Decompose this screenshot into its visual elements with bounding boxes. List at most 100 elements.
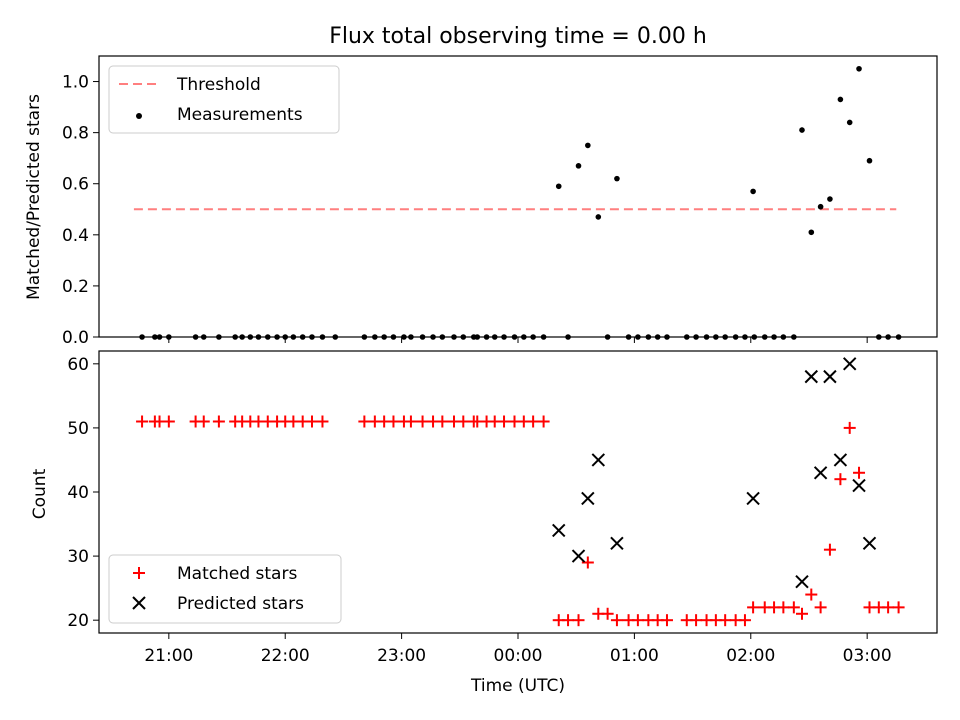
predicted-star-point — [591, 453, 606, 467]
count-y-ticks: 20 30 40 50 60 — [67, 355, 99, 631]
measurement-point — [319, 334, 326, 340]
measurement-point — [565, 334, 571, 340]
predicted-legend-label: Predicted stars — [177, 594, 304, 614]
matched-star-point — [834, 473, 847, 486]
measurement-point — [866, 157, 873, 164]
matched-star-point — [787, 601, 800, 614]
measurement-point — [511, 334, 518, 340]
measurement-point — [791, 334, 797, 340]
matched-star-point — [527, 415, 540, 428]
measurement-point — [166, 334, 172, 340]
measurement-point — [408, 334, 414, 340]
matched-star-point — [843, 421, 856, 434]
measurement-point — [703, 334, 710, 340]
ratio-y-tick-label: 0.6 — [62, 175, 89, 195]
measurement-point — [274, 334, 280, 340]
predicted-star-point — [862, 536, 877, 550]
measurement-point — [742, 334, 748, 340]
measurement-point — [192, 334, 199, 340]
measurement-point — [540, 334, 547, 340]
measurement-point — [575, 163, 582, 169]
measurement-point — [722, 334, 728, 340]
matched-star-point — [498, 415, 511, 428]
matched-star-point — [738, 614, 751, 627]
predicted-star-point — [823, 369, 837, 384]
matched-star-point — [457, 415, 470, 428]
count-x-tick-label: 03:00 — [843, 646, 892, 666]
ratio-y-axis-label: Matched/Predicted stars — [24, 94, 44, 300]
matched-star-point — [316, 415, 329, 428]
measurement-point — [713, 334, 719, 340]
predicted-star-point — [795, 575, 809, 589]
threshold-legend-label: Threshold — [176, 75, 261, 95]
predicted-star-point — [843, 357, 857, 371]
predicted-star-point — [610, 536, 624, 550]
matched-star-point — [805, 588, 818, 601]
matched-star-point — [162, 415, 175, 428]
count-x-tick-label: 00:00 — [494, 646, 543, 666]
predicted-stars-points — [552, 357, 877, 589]
measurement-point — [460, 334, 467, 340]
matched-star-point — [197, 415, 210, 428]
measurement-point — [635, 334, 641, 340]
measurement-point — [604, 334, 611, 340]
count-x-tick-label: 22:00 — [261, 646, 310, 666]
matched-legend-label: Matched stars — [177, 564, 297, 584]
measurement-point — [585, 142, 591, 149]
measurement-point — [152, 334, 158, 340]
measurement-point — [885, 334, 891, 340]
measurement-point — [332, 334, 339, 340]
measurement-point — [693, 334, 699, 340]
count-x-tick-label: 21:00 — [144, 646, 193, 666]
measurement-point — [232, 334, 238, 340]
count-y-axis-label: Count — [30, 468, 50, 519]
measurement-point — [664, 334, 670, 340]
predicted-star-point — [746, 491, 760, 506]
measurement-point — [139, 334, 145, 340]
count-y-tick-label: 40 — [67, 483, 89, 503]
measurement-point — [419, 334, 426, 340]
count-x-ticks: 21:00 22:00 23:00 00:00 01:00 02:00 03:00 — [144, 633, 892, 666]
predicted-star-point — [833, 453, 848, 467]
measurement-point — [247, 334, 254, 340]
matched-star-point — [747, 601, 760, 614]
predicted-star-point — [813, 466, 828, 480]
measurement-point — [264, 334, 271, 340]
count-y-tick-label: 30 — [67, 547, 89, 567]
measurement-point — [856, 65, 862, 72]
count-panel: 20 30 40 50 60 21:00 22:00 23:00 00:00 01:00 02:0… — [30, 350, 938, 696]
measurements-legend-label: Measurements — [177, 105, 303, 125]
ratio-y-tick-label: 0.2 — [62, 277, 89, 297]
predicted-star-point — [852, 478, 866, 493]
ratio-y-tick-label: 1.0 — [62, 73, 89, 93]
matched-star-point — [882, 601, 895, 614]
count-legend: Matched stars Predicted stars — [108, 554, 342, 624]
matched-star-point — [610, 614, 623, 627]
count-x-tick-label: 01:00 — [610, 646, 659, 666]
measurement-point — [780, 334, 787, 340]
ratio-legend: Threshold Measurements — [108, 65, 340, 134]
measurement-point — [501, 334, 507, 340]
measurement-point — [837, 96, 844, 103]
measurement-point — [530, 334, 536, 340]
measurement-point — [750, 188, 756, 195]
matched-star-point — [572, 614, 585, 627]
matched-star-point — [416, 415, 429, 428]
count-legend-box — [108, 554, 342, 624]
matched-star-point — [212, 415, 225, 428]
predicted-star-point — [804, 369, 819, 384]
measurement-point — [808, 229, 815, 236]
ratio-y-tick-label: 0.0 — [62, 328, 89, 348]
matched-star-point — [404, 415, 417, 428]
predicted-star-point — [581, 491, 595, 506]
measurement-point — [817, 203, 824, 210]
measurement-point — [255, 334, 262, 340]
measurement-point — [761, 334, 768, 340]
ratio-legend-box — [108, 65, 340, 134]
measurement-point — [361, 334, 368, 340]
measurement-point — [401, 334, 407, 340]
measurement-point — [309, 334, 315, 340]
measurement-point — [895, 334, 902, 340]
measurement-point — [290, 334, 297, 340]
